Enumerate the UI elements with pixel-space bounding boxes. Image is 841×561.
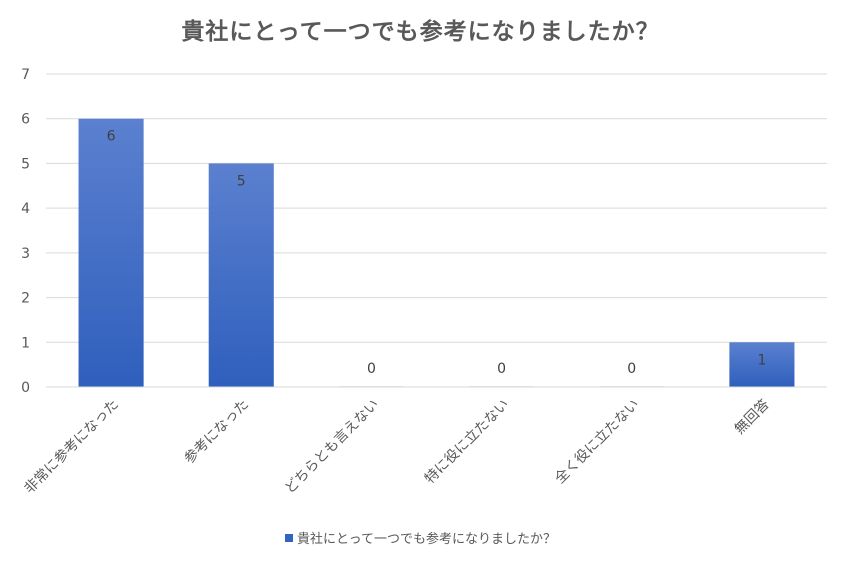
bar	[208, 163, 274, 387]
data-label: 6	[107, 129, 116, 145]
legend: 貴社にとって一つでも参考になりましたか？	[0, 528, 841, 547]
legend-swatch	[285, 534, 294, 542]
x-tick-label: 全く役に立たない	[551, 396, 642, 487]
y-tick-label: 7	[21, 67, 30, 83]
y-tick-label: 0	[21, 380, 30, 396]
x-tick-label: 非常に参考になった	[21, 396, 122, 497]
data-label: 0	[627, 361, 636, 377]
data-label: 0	[367, 361, 376, 377]
y-tick-label: 3	[21, 246, 30, 262]
x-tick-label: 参考になった	[181, 396, 252, 467]
data-label: 1	[757, 352, 766, 368]
bar	[729, 342, 795, 387]
legend-label: 貴社にとって一つでも参考になりましたか？	[297, 532, 556, 547]
bar	[78, 118, 144, 387]
y-tick-label: 6	[21, 112, 30, 128]
y-tick-label: 1	[21, 335, 30, 351]
y-tick-label: 5	[21, 156, 30, 172]
data-label: 0	[497, 361, 506, 377]
x-tick-label: 無回答	[731, 396, 773, 438]
x-tick-label: どちらとも言えない	[282, 397, 382, 497]
y-tick-label: 4	[21, 201, 30, 217]
x-tick-label: 特に役に立たない	[422, 397, 513, 488]
y-tick-label: 2	[21, 291, 30, 307]
chart-title: 貴社にとって一つでも参考になりましたか？	[181, 19, 660, 45]
data-label: 5	[237, 173, 246, 189]
